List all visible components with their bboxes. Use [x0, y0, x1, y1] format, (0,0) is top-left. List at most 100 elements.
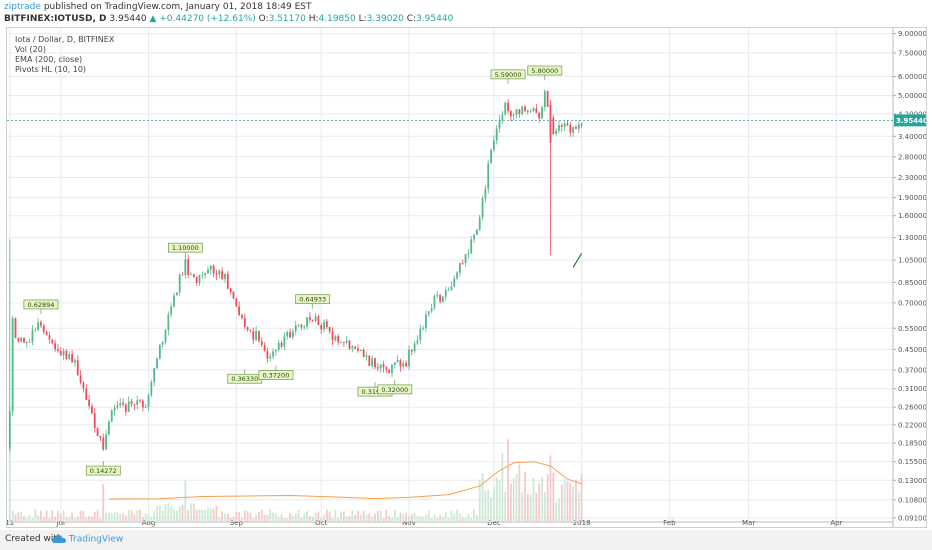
- candle-body: [158, 344, 161, 359]
- close-value: 3.95440: [416, 14, 454, 24]
- legend-entry: Iota / Dollar, D, BITFINEX: [15, 35, 115, 44]
- volume-bar: [467, 514, 470, 522]
- candle-body: [108, 421, 110, 435]
- y-tick-label: 5.00000: [898, 92, 926, 100]
- candle-body: [164, 330, 167, 343]
- candle-body: [334, 336, 337, 341]
- candle-body: [184, 259, 187, 275]
- candle-body: [475, 229, 478, 235]
- volume-bar: [535, 493, 538, 522]
- x-tick-label: 12: [7, 519, 14, 527]
- candle-body: [82, 382, 85, 389]
- volume-bar: [170, 505, 173, 522]
- candle-body: [226, 273, 229, 289]
- volume-bar: [11, 510, 14, 522]
- y-tick-label: 0.70000: [898, 299, 926, 307]
- volume-bar: [399, 512, 402, 522]
- candle-body: [170, 306, 173, 315]
- candle-body: [543, 91, 546, 108]
- pivot-box: [490, 69, 526, 80]
- candle-body: [139, 400, 141, 402]
- candle-body: [303, 326, 306, 328]
- candle-body: [306, 317, 308, 327]
- pivot-label: 0.37200: [262, 372, 289, 380]
- pivot-label: 0.62894: [28, 301, 55, 309]
- candle-body: [59, 351, 62, 356]
- created-with-label: Created with: [5, 534, 63, 544]
- volume-bar: [416, 515, 419, 522]
- volume-bar: [529, 494, 532, 522]
- candle-body: [88, 399, 90, 406]
- tradingview-logo[interactable]: TradingView: [52, 534, 123, 545]
- candle-body: [269, 356, 272, 359]
- pivot-box: [295, 294, 331, 305]
- y-tick-label: 0.26000: [898, 404, 926, 412]
- volume-bar: [158, 505, 161, 522]
- candle-body: [40, 322, 42, 326]
- volume-bar: [25, 518, 28, 522]
- candle-body: [442, 296, 444, 302]
- legend-entry: Vol (20): [15, 45, 46, 54]
- candle-body: [14, 318, 17, 338]
- y-tick-label: 0.18500: [898, 440, 926, 448]
- volume-bar: [538, 483, 541, 522]
- candle-body: [20, 337, 23, 342]
- chart-frame[interactable]: 9.000007.500006.000005.000004.200003.400…: [6, 27, 927, 528]
- pivot-box: [85, 465, 121, 476]
- candle-body: [413, 343, 416, 352]
- candle-body: [147, 395, 150, 408]
- high-label: H:: [308, 14, 319, 24]
- candle-body: [85, 388, 88, 400]
- volume-bar: [379, 510, 382, 522]
- candle-body: [11, 318, 14, 412]
- volume-bar: [306, 511, 308, 522]
- x-tick-label: Aug: [142, 519, 156, 527]
- volume-bar: [456, 509, 458, 522]
- volume-bar: [255, 514, 257, 522]
- candle-body: [487, 163, 490, 189]
- volume-bar: [439, 515, 441, 522]
- candle-body: [427, 311, 430, 315]
- candle-body: [484, 188, 487, 199]
- candle-body: [464, 254, 467, 264]
- volume-bar: [459, 513, 461, 522]
- candle-body: [258, 330, 260, 342]
- volume-bar: [178, 506, 181, 522]
- candle-body: [76, 360, 79, 376]
- candle-body: [549, 104, 552, 143]
- volume-bar: [580, 474, 583, 522]
- volume-bar: [396, 517, 399, 522]
- candle-body: [580, 124, 583, 126]
- author-link[interactable]: ziptrade: [4, 2, 41, 12]
- volume-bar: [218, 517, 221, 522]
- candle-body: [65, 350, 68, 359]
- volume-bar: [122, 513, 124, 522]
- candle-body: [294, 325, 297, 332]
- volume-bar: [323, 514, 325, 522]
- candle-body: [201, 275, 204, 276]
- volume-bar: [57, 510, 59, 522]
- price-chart[interactable]: 9.000007.500006.000005.000004.200003.400…: [7, 28, 926, 527]
- pivot-label: 5.59000: [495, 71, 522, 79]
- candle-body: [190, 274, 192, 276]
- candle-body: [192, 274, 195, 277]
- volume-bar: [93, 511, 96, 522]
- volume-bar: [291, 515, 294, 522]
- volume-bar: [433, 514, 436, 522]
- volume-bar: [42, 517, 45, 522]
- volume-bar: [532, 477, 535, 522]
- last-price-tag: [894, 114, 926, 127]
- volume-bar: [82, 510, 85, 522]
- volume-bar: [119, 514, 122, 522]
- candle-body: [473, 234, 475, 240]
- volume-bar: [71, 513, 74, 522]
- volume-bar: [37, 515, 40, 522]
- candle-body: [342, 342, 345, 343]
- candle-body: [314, 316, 317, 321]
- candle-body: [399, 360, 402, 367]
- candle-body: [119, 402, 122, 406]
- candle-body: [37, 322, 40, 330]
- volume-bar: [241, 518, 243, 522]
- volume-bar: [351, 509, 354, 522]
- volume-bar: [275, 513, 277, 522]
